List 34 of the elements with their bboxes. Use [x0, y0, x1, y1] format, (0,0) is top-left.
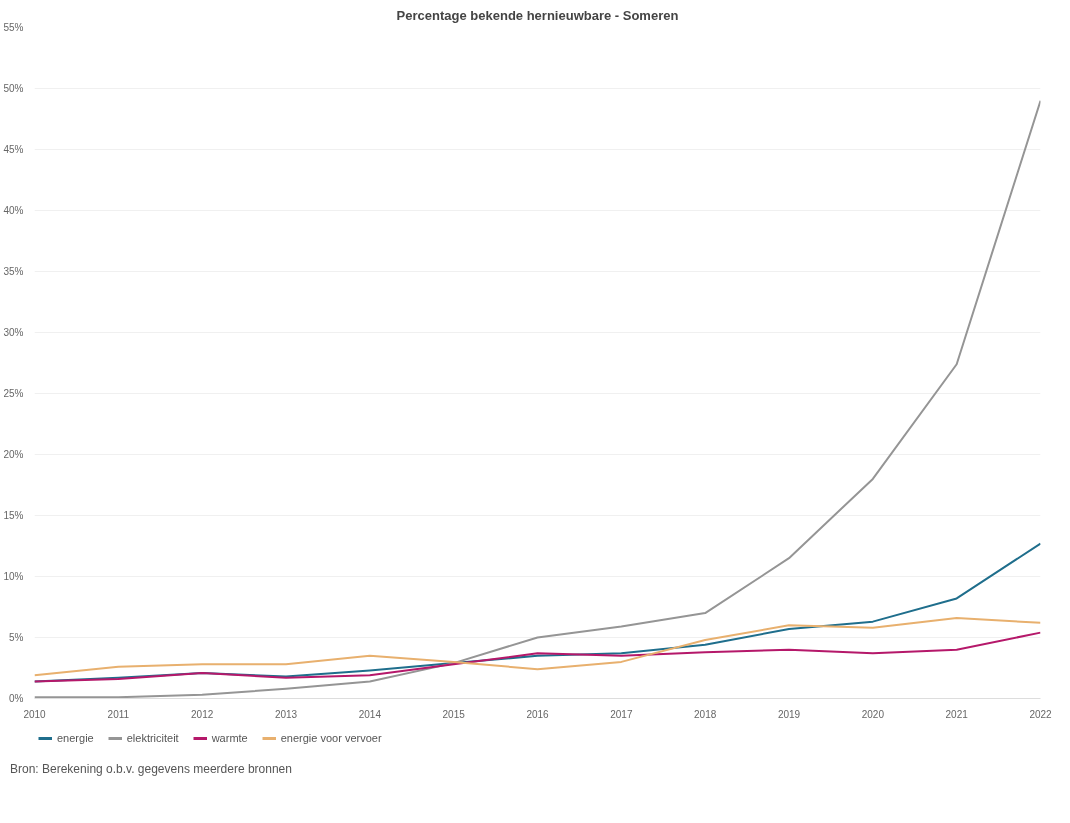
- line-series: [34, 616, 1041, 677]
- text: Bron: Berekening o.b.v. gegevens meerdere bronnen: [10, 761, 292, 778]
- y-tick-label: 15%: [3, 510, 24, 521]
- y-tick-label: 50%: [3, 83, 24, 94]
- legend-label: energie: [57, 732, 94, 744]
- x-tick-label: 2021: [945, 708, 969, 720]
- x-tick-label: 2018: [694, 708, 717, 720]
- y-tick-label: 55%: [3, 22, 24, 33]
- line-series: [34, 99, 1041, 699]
- y-tick-label: 25%: [3, 388, 24, 399]
- y-tick-label: 20%: [3, 449, 24, 460]
- x-tick-label: 2013: [274, 708, 298, 720]
- x-tick-label: 2014: [358, 708, 382, 720]
- x-tick-label: 2012: [191, 708, 214, 720]
- y-tick-label: 40%: [3, 205, 24, 216]
- y-tick-label: 30%: [3, 327, 24, 338]
- legend-label: energie voor vervoer: [280, 732, 382, 744]
- x-tick-label: 2017: [610, 708, 633, 720]
- x-tick-label: 2020: [861, 708, 885, 720]
- legend-label: warmte: [211, 732, 248, 744]
- x-tick-label: 2015: [442, 708, 466, 720]
- y-tick-label: 0%: [9, 693, 24, 704]
- chart-title: Percentage bekende hernieuwbare - Someren: [396, 7, 679, 23]
- y-tick-label: 5%: [9, 632, 24, 643]
- y-tick-label: 35%: [3, 266, 24, 277]
- x-tick-label: 2011: [107, 708, 130, 720]
- x-tick-label: 2019: [777, 708, 801, 720]
- legend-label: elektriciteit: [126, 732, 179, 744]
- line-series: [34, 631, 1041, 683]
- x-tick-label: 2010: [23, 708, 47, 720]
- y-tick-label: 10%: [3, 571, 24, 582]
- x-tick-label: 2022: [1029, 708, 1053, 720]
- x-tick-label: 2016: [526, 708, 550, 720]
- y-tick-label: 45%: [3, 144, 24, 155]
